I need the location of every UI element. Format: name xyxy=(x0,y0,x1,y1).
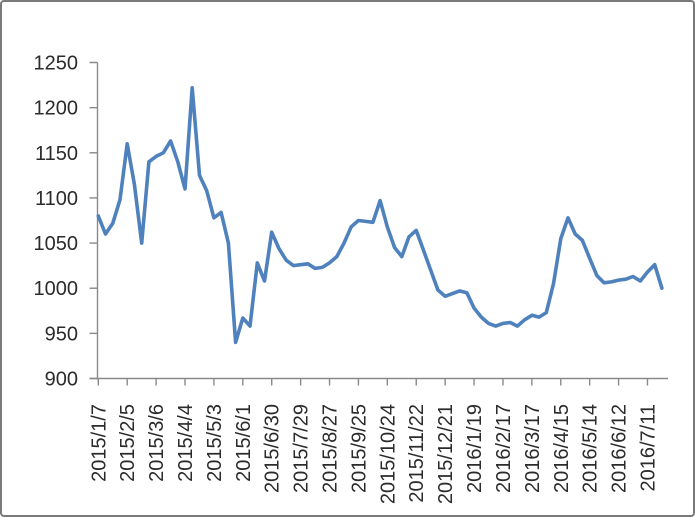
y-axis-label: 1100 xyxy=(35,188,78,210)
y-axis-label: 950 xyxy=(45,323,78,345)
x-axis-label: 2016/7/11 xyxy=(637,404,659,492)
y-axis-label: 1000 xyxy=(34,278,79,300)
x-axis-label: 2016/1/19 xyxy=(464,404,486,493)
x-axis-label: 2015/9/25 xyxy=(348,404,370,493)
y-axis-label: 1200 xyxy=(34,98,79,120)
x-axis-label: 2015/1/7 xyxy=(88,404,110,482)
x-axis-label: 2015/10/24 xyxy=(377,404,399,504)
x-axis-label: 2015/7/29 xyxy=(291,404,313,493)
y-axis-label: 900 xyxy=(45,369,78,391)
data-series-line xyxy=(96,86,664,345)
x-axis-label: 2015/3/6 xyxy=(146,404,168,482)
x-axis-label: 2015/2/5 xyxy=(117,404,139,482)
x-axis-label: 2016/2/17 xyxy=(493,404,515,493)
x-axis-label: 2016/3/17 xyxy=(522,404,544,493)
y-axis-label: 1150 xyxy=(35,143,78,165)
x-axis-label: 2016/4/15 xyxy=(551,404,573,493)
y-axis-label: 1250 xyxy=(34,53,79,75)
x-axis-label: 2015/6/30 xyxy=(262,404,284,493)
x-axis-label: 2016/6/12 xyxy=(609,404,631,493)
x-axis-label: 2015/4/4 xyxy=(175,404,197,482)
x-axis-label: 2015/6/1 xyxy=(233,404,255,482)
y-axis-label: 1050 xyxy=(34,233,79,255)
x-axis-label: 2016/5/14 xyxy=(580,404,602,493)
x-axis-label: 2015/8/27 xyxy=(320,404,342,493)
x-axis-label: 2015/11/22 xyxy=(406,404,428,503)
x-axis-label: 2015/5/3 xyxy=(204,404,226,482)
x-axis-label: 2015/12/21 xyxy=(435,404,457,504)
